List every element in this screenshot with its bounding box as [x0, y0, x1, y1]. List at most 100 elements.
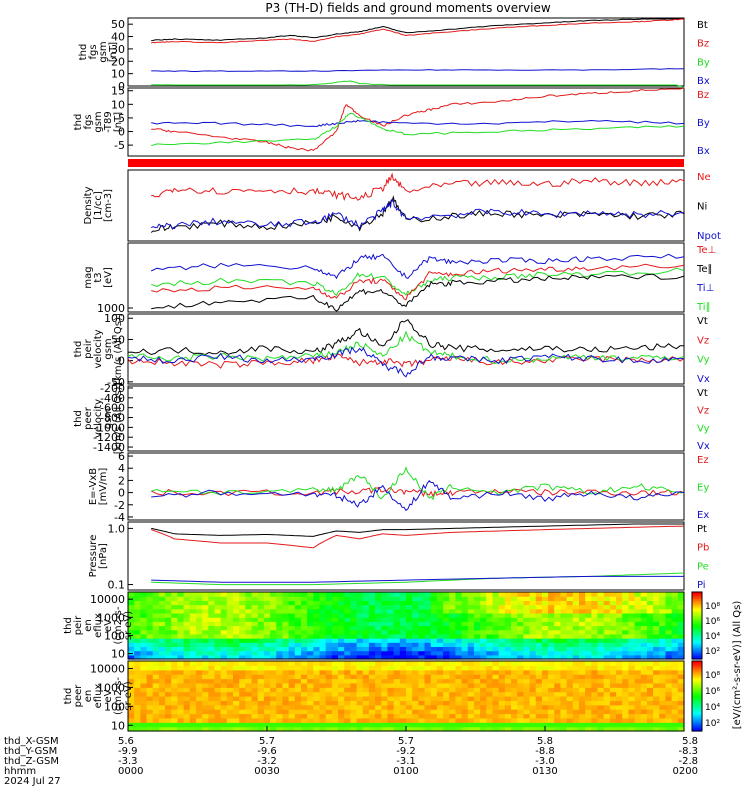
- spectrogram-cell: [578, 654, 586, 660]
- spectrogram-cell: [418, 642, 426, 648]
- spectrogram-cell: [653, 600, 660, 606]
- spectrogram-cell: [300, 687, 308, 693]
- spectrogram-cell: [640, 661, 648, 666]
- spectrogram-cell: [171, 674, 179, 680]
- spectrogram-cell: [511, 713, 518, 719]
- y-axis-label: eflux: [93, 684, 104, 709]
- spectrogram-cell: [486, 646, 494, 652]
- spectrogram-cell: [671, 687, 679, 693]
- spectrogram-cell: [195, 642, 203, 648]
- spectrogram-cell: [300, 621, 308, 627]
- spectrogram-cell: [313, 696, 321, 701]
- spectrogram-cell: [140, 621, 148, 627]
- spectrogram-cell: [560, 646, 568, 652]
- spectrogram-cell: [455, 625, 463, 631]
- spectrogram-cell: [158, 600, 166, 606]
- y-tick-label: 10: [111, 648, 125, 661]
- spectrogram-cell: [165, 682, 172, 688]
- spectrogram-cell: [350, 709, 358, 715]
- y-tick-label: 40: [111, 31, 125, 44]
- spectrogram-cell: [659, 608, 667, 614]
- legend-Bz: Bz: [697, 39, 709, 50]
- spectrogram-cell: [245, 709, 253, 715]
- spectrogram-cell: [158, 722, 166, 728]
- spectrogram-cell: [653, 691, 660, 697]
- spectrogram-cell: [313, 709, 321, 715]
- spectrogram-cell: [591, 717, 599, 723]
- spectrogram-cell: [461, 678, 469, 684]
- series-group-bfgs: [151, 87, 685, 152]
- spectrogram-cell: [473, 625, 481, 631]
- spectrogram-cell: [640, 612, 648, 618]
- spectrogram-cell: [375, 674, 382, 680]
- spectrogram-cell: [356, 612, 364, 618]
- spectrogram-cell: [226, 696, 234, 701]
- spectrogram-cell: [461, 687, 469, 693]
- spectrogram-cell: [560, 674, 568, 680]
- spectrogram-cell: [276, 654, 284, 660]
- spectrogram-cell: [492, 629, 500, 635]
- spectrogram-cell: [399, 700, 407, 706]
- spectrogram-cell: [319, 621, 327, 627]
- spectrogram-cell: [616, 704, 623, 710]
- spectrogram-cell: [517, 682, 524, 688]
- spectrogram-cell: [504, 638, 512, 643]
- spectrogram-cell: [350, 678, 358, 684]
- spectrogram-cell: [362, 674, 370, 680]
- spectrogram-cell: [313, 646, 321, 652]
- spectrogram-cell: [418, 704, 426, 710]
- spectrogram-cell: [177, 709, 185, 715]
- spectrogram-cell: [128, 592, 135, 597]
- legend-Npot: Npot: [697, 231, 721, 242]
- spectrogram-cell: [480, 650, 487, 656]
- spectrogram-cell: [375, 608, 382, 614]
- spectrogram-cell: [202, 661, 209, 666]
- spectrogram-cell: [597, 600, 605, 606]
- spectrogram-cell: [239, 646, 246, 652]
- spectrogram-cell: [282, 717, 290, 723]
- spectrogram-cell: [653, 604, 660, 610]
- spectrogram-cell: [387, 709, 395, 715]
- spectrogram-cell: [313, 642, 321, 648]
- spectrogram-cell: [424, 650, 432, 656]
- spectrogram-cell: [158, 726, 166, 732]
- spectrogram-cell: [560, 687, 568, 693]
- colorbar-cell: [692, 625, 702, 628]
- spectrogram-cell: [486, 674, 494, 680]
- spectrogram-cell: [183, 600, 191, 606]
- spectrogram-cell: [412, 682, 419, 688]
- spectrogram-cell: [455, 726, 463, 732]
- spectrogram-cell: [344, 713, 351, 719]
- spectrogram-cell: [344, 633, 351, 639]
- colorbar-cell: [692, 727, 702, 730]
- spectrogram-cell: [387, 687, 395, 693]
- spectrogram-cell: [449, 674, 457, 680]
- y-tick-label: 2: [118, 474, 125, 487]
- spectrogram-cell: [523, 654, 531, 660]
- spectrogram-cell: [628, 687, 636, 693]
- spectrogram-cell: [387, 592, 395, 597]
- spectrogram-cell: [208, 696, 216, 701]
- spectrogram-cell: [412, 661, 419, 666]
- spectrogram-cell: [492, 646, 500, 652]
- spectrogram-cell: [128, 646, 135, 652]
- spectrogram-cell: [677, 691, 685, 697]
- x-tick-value: 0200: [673, 766, 698, 777]
- spectrogram-cell: [517, 678, 524, 684]
- spectrogram-cell: [659, 726, 667, 732]
- spectrogram-cell: [585, 650, 592, 656]
- spectrogram-cell: [517, 629, 524, 635]
- spectrogram-cell: [195, 600, 203, 606]
- spectrogram-cell: [430, 654, 438, 660]
- spectrogram-cell: [597, 625, 605, 631]
- spectrogram-cell: [578, 696, 586, 701]
- spectrogram-cell: [189, 674, 197, 680]
- spectrogram-cell: [566, 669, 574, 675]
- spectrogram-cell: [282, 612, 290, 618]
- spectrogram-cell: [356, 722, 364, 728]
- spectrogram-cell: [226, 629, 234, 635]
- spectrogram-cell: [498, 674, 506, 680]
- spectrogram-cell: [338, 629, 345, 635]
- spectrogram-cell: [158, 608, 166, 614]
- legend-Ni: Ni: [697, 202, 707, 213]
